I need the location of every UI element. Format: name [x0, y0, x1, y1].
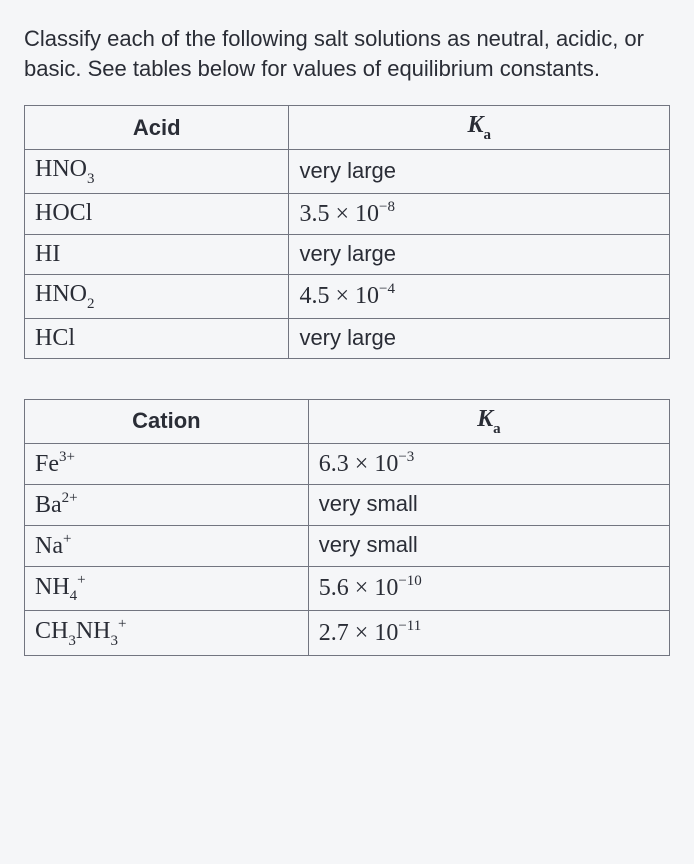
- table-row: Ba2+very small: [25, 484, 670, 525]
- question-prompt: Classify each of the following salt solu…: [24, 24, 670, 83]
- table-row: Na+very small: [25, 525, 670, 566]
- table-row: NH4+5.6 × 10−10: [25, 566, 670, 611]
- acid-header: Acid: [25, 106, 289, 150]
- table-header-row: Cation Ka: [25, 399, 670, 443]
- cation-ka-table: Cation Ka Fe3+6.3 × 10−3Ba2+very smallNa…: [24, 399, 670, 656]
- ka-cell: 5.6 × 10−10: [308, 566, 669, 611]
- acid-ka-table: Acid Ka HNO3very largeHOCl3.5 × 10−8HIve…: [24, 105, 670, 358]
- ka-cell: 3.5 × 10−8: [289, 193, 670, 234]
- acid-table-body: HNO3very largeHOCl3.5 × 10−8HIvery large…: [25, 150, 670, 359]
- cation-cell: Ba2+: [25, 484, 309, 525]
- ka-cell: very large: [289, 150, 670, 194]
- ka-cell: 6.3 × 10−3: [308, 443, 669, 484]
- cation-cell: NH4+: [25, 566, 309, 611]
- cation-cell: Na+: [25, 525, 309, 566]
- ka-cell: very large: [289, 318, 670, 358]
- ka-cell: very small: [308, 484, 669, 525]
- cation-header: Cation: [25, 399, 309, 443]
- acid-cell: HNO2: [25, 274, 289, 318]
- ka-cell: 2.7 × 10−11: [308, 611, 669, 656]
- acid-cell: HOCl: [25, 193, 289, 234]
- cation-cell: Fe3+: [25, 443, 309, 484]
- ka-cell: very small: [308, 525, 669, 566]
- acid-cell: HCl: [25, 318, 289, 358]
- ka-cell: very large: [289, 234, 670, 274]
- table-row: HIvery large: [25, 234, 670, 274]
- table-row: CH3NH3+2.7 × 10−11: [25, 611, 670, 656]
- table-row: HOCl3.5 × 10−8: [25, 193, 670, 234]
- ka-header: Ka: [289, 106, 670, 150]
- ka-header: Ka: [308, 399, 669, 443]
- cation-table-body: Fe3+6.3 × 10−3Ba2+very smallNa+very smal…: [25, 443, 670, 656]
- cation-cell: CH3NH3+: [25, 611, 309, 656]
- ka-cell: 4.5 × 10−4: [289, 274, 670, 318]
- table-header-row: Acid Ka: [25, 106, 670, 150]
- acid-cell: HI: [25, 234, 289, 274]
- table-row: HNO3very large: [25, 150, 670, 194]
- table-row: Fe3+6.3 × 10−3: [25, 443, 670, 484]
- table-row: HNO24.5 × 10−4: [25, 274, 670, 318]
- table-row: HClvery large: [25, 318, 670, 358]
- acid-cell: HNO3: [25, 150, 289, 194]
